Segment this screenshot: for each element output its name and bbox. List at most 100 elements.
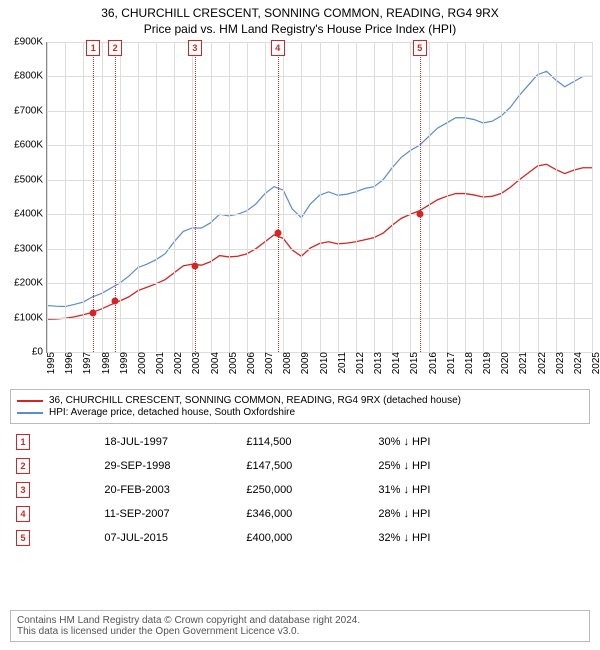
x-tick-label: 2009 <box>298 352 311 374</box>
x-tick-label: 2004 <box>208 352 221 374</box>
gridline-v <box>465 42 466 352</box>
sale-index: 3 <box>16 482 30 498</box>
table-row: 2 29-SEP-1998£147,50025% ↓ HPI <box>10 454 590 478</box>
footer-line1: Contains HM Land Registry data © Crown c… <box>17 615 583 626</box>
gridline-v <box>283 42 284 352</box>
x-tick-label: 1995 <box>44 352 57 374</box>
sale-date: 18-JUL-1997 <box>98 430 240 454</box>
x-tick-label: 2008 <box>280 352 293 374</box>
table-row: 507-JUL-2015£400,00032% ↓ HPI <box>10 526 590 550</box>
page-title-line1: 36, CHURCHILL CRESCENT, SONNING COMMON, … <box>10 6 590 20</box>
price-chart: £0£100K£200K£300K£400K£500K£600K£700K£80… <box>46 42 592 353</box>
sale-dot <box>416 211 423 218</box>
x-tick-label: 2025 <box>589 352 600 374</box>
gridline-v <box>265 42 266 352</box>
legend-item-property: 36, CHURCHILL CRESCENT, SONNING COMMON, … <box>17 395 583 406</box>
sale-delta: 31% ↓ HPI <box>372 478 590 502</box>
sale-index: 4 <box>16 506 30 522</box>
sale-date: 29-SEP-1998 <box>98 454 240 478</box>
legend-swatch <box>17 400 43 402</box>
x-tick-label: 2017 <box>444 352 457 374</box>
page-title-line2: Price paid vs. HM Land Registry's House … <box>10 22 590 36</box>
footer-attribution: Contains HM Land Registry data © Crown c… <box>10 610 590 642</box>
gridline-v <box>574 42 575 352</box>
gridline-v <box>102 42 103 352</box>
y-tick-label: £100K <box>14 312 47 323</box>
y-tick-label: £500K <box>14 174 47 185</box>
sale-marker-line <box>115 42 116 352</box>
x-tick-label: 2021 <box>516 352 529 374</box>
gridline-v <box>374 42 375 352</box>
legend-item-hpi: HPI: Average price, detached house, Sout… <box>17 407 583 418</box>
x-tick-label: 2001 <box>153 352 166 374</box>
table-row: 118-JUL-1997£114,50030% ↓ HPI <box>10 430 590 454</box>
x-tick-label: 2024 <box>571 352 584 374</box>
table-row: 4 11-SEP-2007£346,00028% ↓ HPI <box>10 502 590 526</box>
y-tick-label: £600K <box>14 140 47 151</box>
sale-delta: 25% ↓ HPI <box>372 454 590 478</box>
gridline-v <box>447 42 448 352</box>
y-tick-label: £900K <box>14 37 47 48</box>
y-tick-label: £300K <box>14 243 47 254</box>
gridline-v <box>138 42 139 352</box>
sale-marker-tag: 3 <box>188 40 202 56</box>
gridline-v <box>192 42 193 352</box>
legend-swatch <box>17 412 43 414</box>
x-tick-label: 2020 <box>498 352 511 374</box>
x-tick-label: 2010 <box>317 352 330 374</box>
sale-marker-tag: 2 <box>108 40 122 56</box>
sale-marker-tag: 4 <box>271 40 285 56</box>
x-tick-label: 2016 <box>426 352 439 374</box>
gridline-v <box>247 42 248 352</box>
x-tick-label: 1997 <box>80 352 93 374</box>
x-tick-label: 2019 <box>480 352 493 374</box>
gridline-v <box>338 42 339 352</box>
sale-index: 5 <box>16 530 30 546</box>
gridline-v <box>83 42 84 352</box>
x-tick-label: 2015 <box>407 352 420 374</box>
y-tick-label: £800K <box>14 71 47 82</box>
y-tick-label: £200K <box>14 278 47 289</box>
gridline-v <box>65 42 66 352</box>
x-tick-label: 2000 <box>135 352 148 374</box>
sale-dot <box>191 262 198 269</box>
sale-delta: 32% ↓ HPI <box>372 526 590 550</box>
table-row: 320-FEB-2003£250,00031% ↓ HPI <box>10 478 590 502</box>
legend-label: 36, CHURCHILL CRESCENT, SONNING COMMON, … <box>49 395 461 406</box>
sale-date: 11-SEP-2007 <box>98 502 240 526</box>
y-tick-label: £700K <box>14 105 47 116</box>
legend-label: HPI: Average price, detached house, Sout… <box>49 407 295 418</box>
x-tick-label: 2005 <box>226 352 239 374</box>
gridline-v <box>301 42 302 352</box>
gridline-v <box>156 42 157 352</box>
x-tick-label: 2002 <box>171 352 184 374</box>
sale-index: 2 <box>16 458 30 474</box>
x-tick-label: 2007 <box>262 352 275 374</box>
x-tick-label: 2014 <box>389 352 402 374</box>
gridline-v <box>120 42 121 352</box>
gridline-v <box>229 42 230 352</box>
sale-delta: 28% ↓ HPI <box>372 502 590 526</box>
sale-marker-line <box>420 42 421 352</box>
sale-marker-line <box>93 42 94 352</box>
sale-price: £400,000 <box>240 526 372 550</box>
gridline-v <box>592 42 593 352</box>
x-tick-label: 2011 <box>335 352 348 374</box>
sale-price: £346,000 <box>240 502 372 526</box>
gridline-v <box>410 42 411 352</box>
sale-marker-tag: 5 <box>413 40 427 56</box>
gridline-v <box>429 42 430 352</box>
gridline-v <box>538 42 539 352</box>
gridline-v <box>320 42 321 352</box>
sale-marker-line <box>278 42 279 352</box>
x-tick-label: 2022 <box>535 352 548 374</box>
gridline-v <box>211 42 212 352</box>
sale-price: £147,500 <box>240 454 372 478</box>
sale-price: £114,500 <box>240 430 372 454</box>
sale-dot <box>274 229 281 236</box>
x-tick-label: 2013 <box>371 352 384 374</box>
sale-marker-tag: 1 <box>86 40 100 56</box>
sale-dot <box>112 298 119 305</box>
x-tick-label: 2003 <box>189 352 202 374</box>
x-tick-label: 2012 <box>353 352 366 374</box>
